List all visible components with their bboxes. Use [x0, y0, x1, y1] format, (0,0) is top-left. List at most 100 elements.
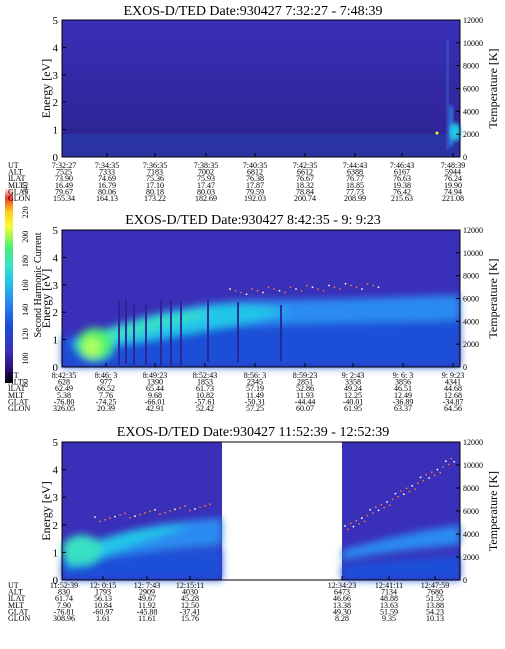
- colorbar-tick-label: 100: [21, 353, 30, 365]
- ephemeris-row-label: MLT: [8, 181, 24, 190]
- ephemeris-cell: 7.90: [57, 601, 71, 610]
- ephemeris-cell: 49.67: [138, 594, 156, 603]
- panel-2-scatter: [229, 282, 380, 296]
- ephemeris-cell: 9: 2:43: [342, 371, 364, 380]
- y2-tick-label: 8000: [463, 484, 479, 493]
- y-tick-label: 1: [53, 125, 59, 137]
- y2-tick-label: 10000: [463, 39, 483, 48]
- ephemeris-cell: 7:40:35: [243, 161, 267, 170]
- ephemeris-cell: 63.37: [394, 404, 412, 413]
- scatter-point: [377, 286, 380, 289]
- scatter-point: [436, 468, 439, 471]
- scatter-point: [164, 511, 166, 514]
- ephemeris-row-label: GLAT: [8, 607, 29, 616]
- ephemeris-cell: 80.03: [197, 187, 215, 196]
- ephemeris-cell: 8:59:23: [293, 371, 317, 380]
- scatter-point: [109, 517, 111, 520]
- scatter-point: [129, 516, 131, 519]
- scatter-point: [442, 466, 444, 468]
- ephemeris-cell: 1793: [95, 588, 111, 597]
- scatter-point: [414, 488, 416, 490]
- ephemeris-cell: 17.87: [246, 181, 264, 190]
- ephemeris-cell: -76.81: [54, 607, 75, 616]
- ephemeris-cell: 79.59: [246, 187, 264, 196]
- ephemeris-cell: 13.63: [380, 601, 398, 610]
- ephemeris-cell: 13.38: [333, 601, 351, 610]
- y-axis-label: Energy [eV]: [39, 59, 53, 118]
- scatter-point: [99, 520, 101, 523]
- ephemeris-cell: 12: 7:43: [134, 581, 160, 590]
- ephemeris-cell: 74.69: [98, 174, 116, 183]
- ephemeris-cell: 66.52: [97, 384, 115, 393]
- ephemeris-cell: 7.76: [99, 391, 113, 400]
- scatter-point: [139, 513, 141, 516]
- ephemeris-cell: 7:38:35: [194, 161, 218, 170]
- ephemeris-cell: 76.77: [346, 174, 364, 183]
- colorbar-gradient: [5, 188, 13, 383]
- ephemeris-cell: -34.87: [443, 397, 464, 406]
- ephemeris-cell: 11.92: [138, 601, 156, 610]
- scatter-point: [419, 476, 422, 479]
- scatter-point: [251, 288, 253, 290]
- ephemeris-cell: 10.82: [196, 391, 214, 400]
- ephemeris-cell: 12:34:23: [328, 581, 356, 590]
- ephemeris-cell: 60.07: [296, 404, 314, 413]
- scatter-point: [346, 528, 349, 531]
- y2-tick-label: 12000: [463, 16, 483, 25]
- y-tick-label: 0: [53, 575, 59, 587]
- ephemeris-cell: 1.61: [96, 614, 110, 623]
- ephemeris-cell: -36.89: [393, 397, 414, 406]
- panel-3-right-features: [342, 525, 460, 580]
- ephemeris-cell: 75.36: [146, 174, 164, 183]
- ephemeris-cell: 200.74: [294, 194, 316, 203]
- scatter-point: [300, 289, 303, 292]
- ephemeris-cell: 12.68: [444, 391, 462, 400]
- y2-tick-label: 2000: [463, 553, 479, 562]
- ephemeris-row-label: GLON: [8, 194, 30, 203]
- scatter-point: [104, 518, 106, 521]
- ephemeris-cell: 19.38: [393, 181, 411, 190]
- ephemeris-row-label: ILAT: [8, 174, 25, 183]
- ephemeris-cell: 18.32: [296, 181, 314, 190]
- ephemeris-cell: -45.88: [137, 607, 158, 616]
- ephemeris-row-label: GLON: [8, 614, 30, 623]
- y-tick-label: 4: [53, 252, 59, 264]
- y-tick-label: 0: [53, 152, 59, 164]
- scatter-point: [388, 504, 391, 507]
- scatter-point: [149, 510, 151, 513]
- scatter-point: [358, 523, 360, 525]
- ephemeris-cell: 6388: [347, 168, 363, 177]
- ephemeris-cell: 7:34:35: [95, 161, 119, 170]
- y2-tick-label: 10000: [463, 249, 483, 258]
- ephemeris-cell: 51.55: [426, 594, 444, 603]
- ephemeris-cell: 52.86: [296, 384, 314, 393]
- y2-tick-label: 12000: [463, 226, 483, 235]
- ephemeris-row-label: ALT: [8, 378, 23, 387]
- ephemeris-row-label: ILAT: [8, 594, 25, 603]
- ephemeris-cell: 45.28: [181, 594, 199, 603]
- colorbar-tick-label: 220: [21, 206, 30, 218]
- scatter-point: [119, 514, 121, 516]
- colorbar-tick-label: 200: [21, 231, 30, 243]
- y2-tick-label: 2000: [463, 130, 479, 139]
- ephemeris-cell: 7:42:35: [293, 161, 317, 170]
- scatter-point: [383, 506, 386, 509]
- ephemeris-cell: -66.01: [145, 397, 166, 406]
- scatter-point: [317, 288, 319, 290]
- colorbar-tick-label: 180: [21, 255, 30, 267]
- scatter-point: [360, 517, 363, 520]
- ephemeris-cell: 61.95: [344, 404, 362, 413]
- ephemeris-cell: 7134: [381, 588, 397, 597]
- scatter-point: [416, 482, 419, 485]
- scatter-point: [363, 520, 366, 523]
- scatter-point: [355, 519, 358, 522]
- y-tick-label: 3: [53, 70, 59, 82]
- ephemeris-cell: 6473: [334, 588, 350, 597]
- ephemeris-cell: 830: [58, 588, 70, 597]
- ephemeris-row-label: ALT: [8, 168, 23, 177]
- scatter-point: [339, 288, 341, 290]
- ephemeris-cell: 76.67: [296, 174, 314, 183]
- colorbar-tick-label: 140: [21, 304, 30, 316]
- ephemeris-cell: 215.63: [391, 194, 413, 203]
- ephemeris-row-label: ALT: [8, 588, 23, 597]
